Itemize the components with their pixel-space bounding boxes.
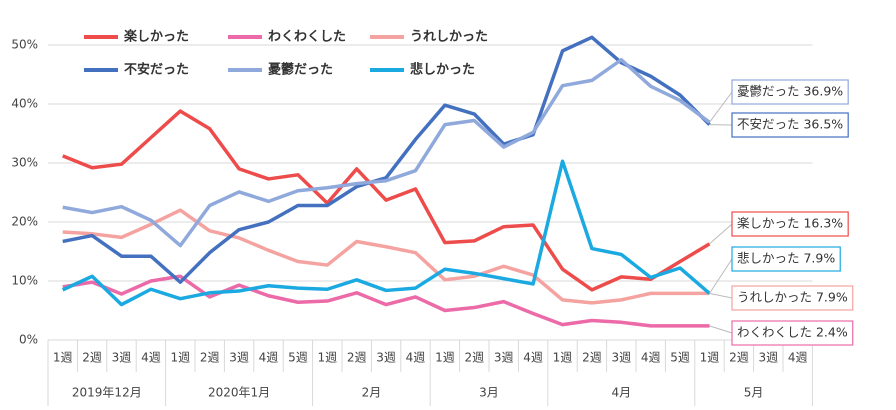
x-tick-label: 1週 — [53, 351, 73, 365]
y-tick-label: 10% — [11, 274, 38, 288]
value-label: わくわくした 2.4% — [737, 325, 848, 340]
x-tick-label: 1週 — [170, 351, 190, 365]
legend-label: わくわくした — [268, 30, 346, 45]
x-tick-label: 1週 — [435, 351, 455, 365]
x-tick-label: 3週 — [112, 351, 132, 365]
x-tick-label: 4週 — [141, 351, 161, 365]
month-label: 4月 — [611, 386, 631, 400]
y-tick-label: 30% — [11, 156, 38, 170]
x-tick-label: 2週 — [729, 351, 749, 365]
leader-line — [710, 92, 733, 122]
x-tick-label: 3週 — [611, 351, 631, 365]
y-tick-label: 40% — [11, 97, 38, 111]
x-tick-label: 4週 — [259, 351, 279, 365]
x-tick-label: 3週 — [494, 351, 514, 365]
value-label: 不安だった 36.5% — [737, 117, 843, 132]
series-line — [63, 60, 710, 246]
month-label: 2020年1月 — [208, 386, 270, 400]
x-tick-label: 3週 — [229, 351, 249, 365]
x-tick-label: 4週 — [406, 351, 426, 365]
legend-label: 憂鬱だった — [268, 62, 333, 78]
x-tick-label: 1週 — [317, 351, 337, 365]
value-label: 悲しかった 7.9% — [737, 251, 835, 266]
leader-line — [710, 293, 733, 298]
series-line — [63, 161, 710, 304]
x-tick-label: 2週 — [464, 351, 484, 365]
legend-label: 悲しかった — [410, 62, 475, 78]
x-tick-label: 3週 — [376, 351, 396, 365]
x-tick-label: 2週 — [347, 351, 367, 365]
month-label: 2019年12月 — [72, 386, 142, 400]
legend-label: うれしかった — [410, 30, 488, 45]
month-label: 2月 — [362, 386, 382, 400]
x-tick-label: 4週 — [788, 351, 808, 365]
x-tick-label: 4週 — [523, 351, 543, 365]
leader-line — [710, 259, 733, 293]
leader-line — [710, 326, 733, 333]
legend-label: 楽しかった — [123, 29, 189, 45]
legend-label: 不安だった — [124, 62, 189, 78]
x-tick-label: 5週 — [670, 351, 690, 365]
value-label: 憂鬱だった 36.9% — [737, 84, 843, 99]
leader-line — [710, 224, 733, 244]
x-tick-label: 2週 — [82, 351, 102, 365]
month-label: 3月 — [479, 386, 499, 400]
x-tick-label: 2週 — [200, 351, 220, 365]
x-tick-label: 3週 — [758, 351, 778, 365]
y-tick-label: 0% — [19, 333, 38, 347]
x-tick-label: 2週 — [582, 351, 602, 365]
y-tick-label: 20% — [11, 215, 38, 229]
x-tick-label: 1週 — [700, 351, 720, 365]
y-tick-label: 50% — [11, 38, 38, 52]
x-tick-label: 4週 — [641, 351, 661, 365]
month-label: 5月 — [744, 386, 764, 400]
x-tick-label: 1週 — [553, 351, 573, 365]
x-tick-label: 5週 — [288, 351, 308, 365]
value-label: 楽しかった 16.3% — [737, 216, 843, 231]
value-label: うれしかった 7.9% — [737, 290, 848, 305]
